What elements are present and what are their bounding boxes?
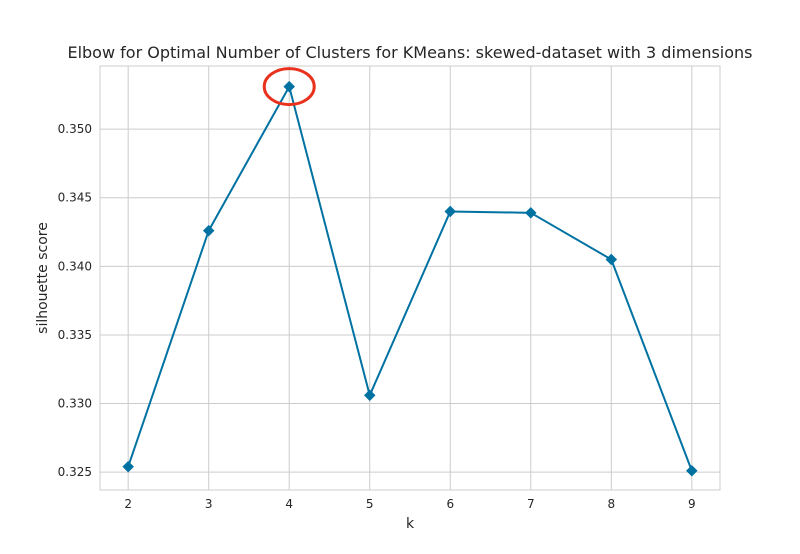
y-tick-label: 0.340 <box>58 259 92 273</box>
y-tick-label: 0.325 <box>58 465 92 479</box>
x-tick-label: 7 <box>527 497 535 511</box>
x-tick-label: 8 <box>607 497 615 511</box>
plot-area-background <box>100 66 720 490</box>
y-tick-label: 0.335 <box>58 328 92 342</box>
series-line <box>127 85 693 472</box>
data-point <box>122 460 135 473</box>
data-point <box>283 80 296 93</box>
chart-title: Elbow for Optimal Number of Clusters for… <box>67 43 752 62</box>
x-tick-label: 5 <box>366 497 374 511</box>
y-tick-label: 0.350 <box>58 122 92 136</box>
x-tick-label: 6 <box>446 497 454 511</box>
x-tick-label: 9 <box>688 497 696 511</box>
plot-frame <box>99 65 721 491</box>
data-point <box>605 253 618 266</box>
data-point <box>524 206 537 219</box>
data-point <box>685 464 698 477</box>
optimal-k-highlight-circle <box>262 67 316 107</box>
grid <box>100 66 720 490</box>
y-tick-label: 0.330 <box>58 397 92 411</box>
x-tick-label: 3 <box>205 497 213 511</box>
data-point <box>363 389 376 402</box>
tick-labels: 2 3 4 5 6 7 8 9 0.325 0.330 0.335 0.340 0.345 0.350 <box>58 122 696 511</box>
y-tick-label: 0.345 <box>58 191 92 205</box>
x-tick-label: 4 <box>285 497 293 511</box>
y-axis-label: silhouette score <box>35 222 51 334</box>
x-tick-label: 2 <box>124 497 132 511</box>
x-axis-label: k <box>406 516 415 532</box>
highlight-layer <box>262 67 316 107</box>
data-point <box>444 205 457 218</box>
data-point <box>202 224 215 237</box>
series-layer <box>122 80 698 477</box>
